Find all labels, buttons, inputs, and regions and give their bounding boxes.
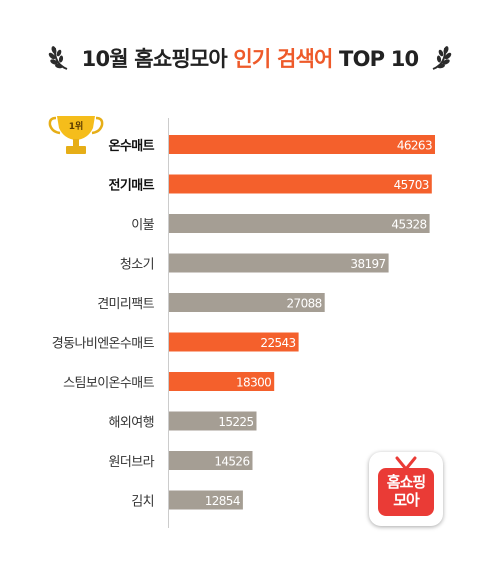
bar-5: [169, 293, 325, 312]
rank-badge-label: 1위: [69, 120, 84, 132]
bar-10: [169, 490, 243, 510]
right-laurel-icon: [432, 46, 452, 70]
bar-value-label-1: 46263: [397, 139, 432, 153]
category-label-5: 견미리팩트: [97, 297, 154, 312]
bar-value-label-9: 14526: [214, 455, 249, 469]
logo-line-1: 홈쇼핑: [386, 473, 426, 491]
bar-value-label-3: 45328: [391, 218, 426, 232]
left-laurel-icon: [48, 46, 68, 70]
category-label-1: 온수매트: [109, 139, 155, 154]
bar-value-label-2: 45703: [394, 178, 429, 192]
bar-7: [169, 372, 275, 391]
category-label-10: 김치: [131, 495, 154, 510]
chart-bars: 46263 온수매트 45703 전기매트 45328 이불 38197 청소기 27088 견미…: [52, 135, 435, 510]
bar-4: [169, 253, 389, 273]
bar-value-label-4: 38197: [350, 257, 385, 271]
chart-title-row: 10월 홈쇼핑모아 인기 검색어 TOP 10: [0, 38, 500, 78]
category-label-7: 스팀보이온수매트: [63, 376, 155, 391]
trophy-icon: 1위: [48, 116, 104, 154]
category-label-2: 전기매트: [109, 178, 155, 194]
bar-value-label-7: 18300: [236, 376, 271, 390]
category-label-4: 청소기: [120, 258, 154, 273]
bar-9: [169, 451, 253, 470]
category-label-6: 경동나비엔온수매트: [52, 337, 155, 352]
bar-6: [169, 332, 299, 352]
bar-2: [169, 174, 432, 194]
category-label-8: 해외여행: [109, 415, 154, 431]
category-label-3: 이불: [131, 218, 154, 233]
bar-8: [169, 411, 257, 431]
logo-screen: 홈쇼핑 모아: [378, 468, 434, 516]
chart-title: 10월 홈쇼핑모아 인기 검색어 TOP 10: [81, 47, 420, 71]
bar-value-label-6: 22543: [260, 336, 295, 350]
bar-value-label-8: 15225: [218, 415, 253, 429]
tv-antenna-icon: [395, 456, 417, 471]
bar-1: [169, 135, 435, 154]
homeshopping-moa-logo: 홈쇼핑 모아: [369, 452, 443, 526]
logo-line-2: 모아: [393, 491, 420, 509]
category-label-9: 원더브라: [109, 455, 155, 470]
title-highlight: 인기 검색어: [233, 47, 333, 71]
bar-value-label-5: 27088: [287, 297, 322, 311]
bar-value-label-10: 12854: [205, 494, 240, 508]
bar-3: [169, 214, 430, 233]
